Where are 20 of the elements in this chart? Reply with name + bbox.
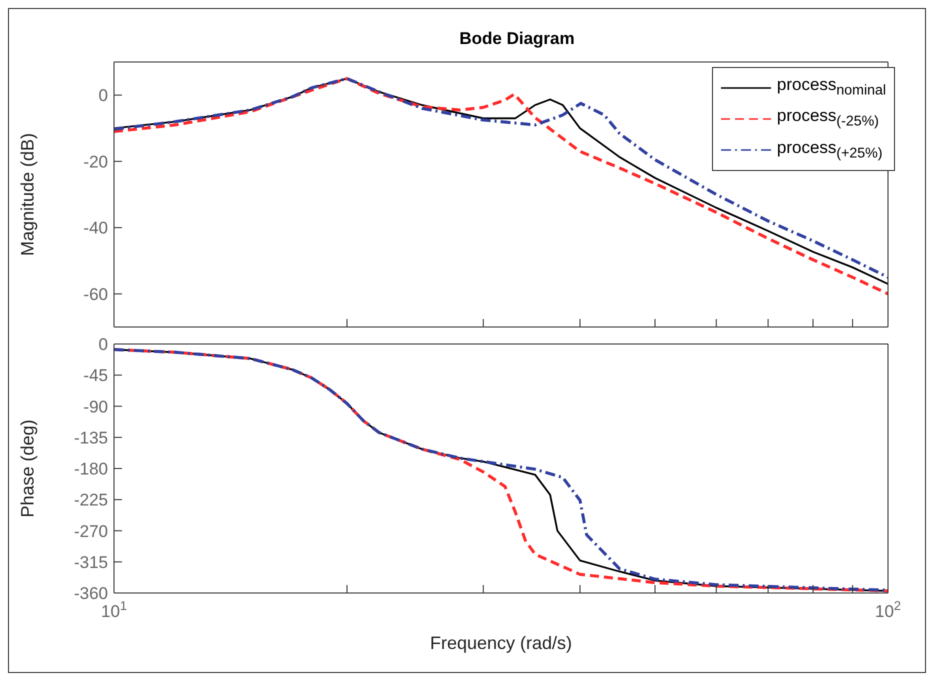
y-tick-label: 0 [98,335,108,354]
legend-label: process$_{(-25%)}$ [776,105,879,132]
chart-title: Bode Diagram [458,29,576,50]
y-tick-label: -270 [74,522,108,541]
y-axis-title: Phase (deg) [17,419,38,518]
y-axis-title: Magnitude (dB) [17,132,38,256]
y-tick-label: -45 [83,366,108,386]
y-tick-label: -20 [83,152,108,172]
y-tick-label: -60 [83,284,108,304]
x-axis-title: Frequency (rad/s) [430,633,572,653]
y-tick-label: -90 [83,397,108,416]
x-tick-label: 10$^{2}$ [874,598,902,621]
y-tick-label: -135 [74,428,108,448]
y-tick-label: 0 [98,86,108,106]
legend-label: process$_{(+25%)}$ [776,136,882,164]
y-tick-label: -315 [74,552,108,572]
legend-label: process$_{nominal}$ [776,74,886,100]
y-tick-label: -180 [74,460,108,478]
y-tick-label: -40 [83,218,108,238]
y-tick-label: -225 [74,490,108,510]
